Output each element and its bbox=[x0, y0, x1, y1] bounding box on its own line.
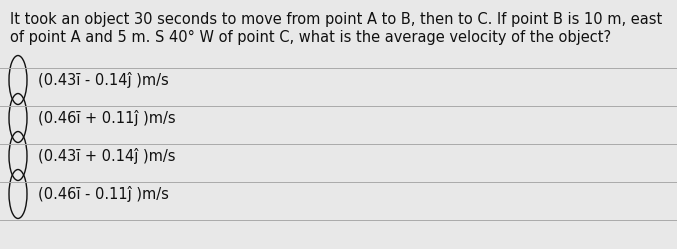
Text: of point A and 5 m. S 40° W of point C, what is the average velocity of the obje: of point A and 5 m. S 40° W of point C, … bbox=[10, 30, 611, 45]
Text: (0.43ī - 0.14ĵ )m/s: (0.43ī - 0.14ĵ )m/s bbox=[38, 72, 169, 88]
Text: (0.43ī + 0.14ĵ )m/s: (0.43ī + 0.14ĵ )m/s bbox=[38, 148, 175, 164]
Text: It took an object 30 seconds to move from point A to B, then to C. If point B is: It took an object 30 seconds to move fro… bbox=[10, 12, 662, 27]
Text: (0.46ī - 0.11ĵ )m/s: (0.46ī - 0.11ĵ )m/s bbox=[38, 186, 169, 202]
Text: (0.46ī + 0.11ĵ )m/s: (0.46ī + 0.11ĵ )m/s bbox=[38, 110, 175, 126]
